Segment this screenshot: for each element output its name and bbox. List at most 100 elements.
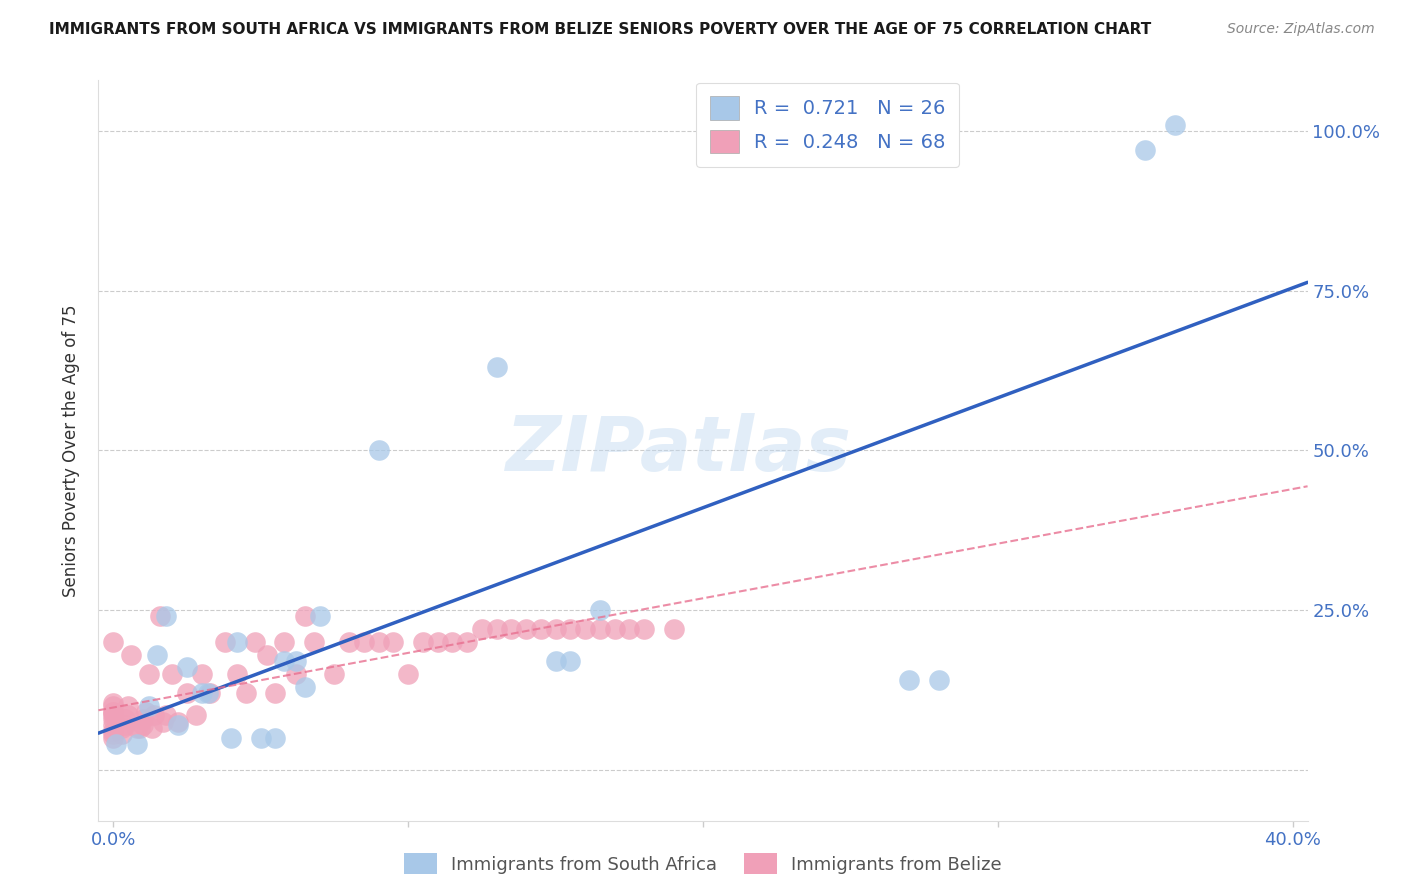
Point [633,622,655,636]
Point [560,622,582,636]
Point [412,635,434,649]
Point [190,686,212,700]
Point [485,622,508,636]
Point [337,635,360,649]
Point [105,737,128,751]
Point [501,622,523,636]
Point [249,731,271,745]
Point [485,360,508,375]
Point [426,635,449,649]
Point [544,622,567,636]
Point [1164,118,1187,132]
Point [120,648,142,662]
Text: IMMIGRANTS FROM SOUTH AFRICA VS IMMIGRANTS FROM BELIZE SENIORS POVERTY OVER THE : IMMIGRANTS FROM SOUTH AFRICA VS IMMIGRAN… [49,22,1152,37]
Point [471,622,494,636]
Point [138,698,160,713]
Point [396,666,419,681]
Point [294,680,316,694]
Point [114,712,136,726]
Point [353,635,375,649]
Point [1135,144,1157,158]
Point [190,666,212,681]
Point [589,603,612,617]
Point [101,635,124,649]
Text: Source: ZipAtlas.com: Source: ZipAtlas.com [1227,22,1375,37]
Point [155,609,177,624]
Y-axis label: Seniors Poverty Over the Age of 75: Seniors Poverty Over the Age of 75 [62,304,80,597]
Point [456,635,478,649]
Legend: Immigrants from South Africa, Immigrants from Belize: Immigrants from South Africa, Immigrants… [395,844,1011,883]
Point [530,622,553,636]
Point [167,714,190,729]
Point [273,635,295,649]
Point [619,622,641,636]
Point [143,708,166,723]
Point [367,635,389,649]
Point [101,727,124,741]
Point [125,721,148,735]
Point [101,696,124,710]
Point [214,635,236,649]
Point [149,609,172,624]
Point [111,721,134,735]
Point [589,622,612,636]
Point [114,718,136,732]
Point [294,609,316,624]
Point [138,666,160,681]
Point [184,708,207,723]
Point [323,666,346,681]
Point [160,666,183,681]
Point [662,622,685,636]
Point [560,654,582,668]
Legend: R =  0.721   N = 26, R =  0.248   N = 68: R = 0.721 N = 26, R = 0.248 N = 68 [696,83,959,167]
Point [167,718,190,732]
Point [131,712,153,726]
Point [101,724,124,739]
Point [441,635,464,649]
Point [574,622,596,636]
Point [176,660,198,674]
Point [226,635,249,649]
Point [235,686,257,700]
Point [273,654,295,668]
Point [101,705,124,719]
Point [928,673,950,688]
Point [285,654,308,668]
Point [176,686,198,700]
Point [197,686,219,700]
Text: ZIPatlas: ZIPatlas [506,414,852,487]
Point [603,622,626,636]
Point [155,708,177,723]
Point [264,731,287,745]
Point [243,635,266,649]
Point [141,721,163,735]
Point [308,609,330,624]
Point [101,705,124,719]
Point [117,708,139,723]
Point [382,635,405,649]
Point [101,698,124,713]
Point [200,686,222,700]
Point [117,698,139,713]
Point [264,686,287,700]
Point [302,635,325,649]
Point [367,443,389,458]
Point [226,666,249,681]
Point [152,714,174,729]
Point [111,727,134,741]
Point [128,721,150,735]
Point [256,648,278,662]
Point [898,673,921,688]
Point [146,648,169,662]
Point [101,731,124,745]
Point [101,718,124,732]
Point [101,712,124,726]
Point [135,705,157,719]
Point [515,622,537,636]
Point [125,737,148,751]
Point [131,718,153,732]
Point [219,731,242,745]
Point [101,708,124,723]
Point [285,666,308,681]
Point [544,654,567,668]
